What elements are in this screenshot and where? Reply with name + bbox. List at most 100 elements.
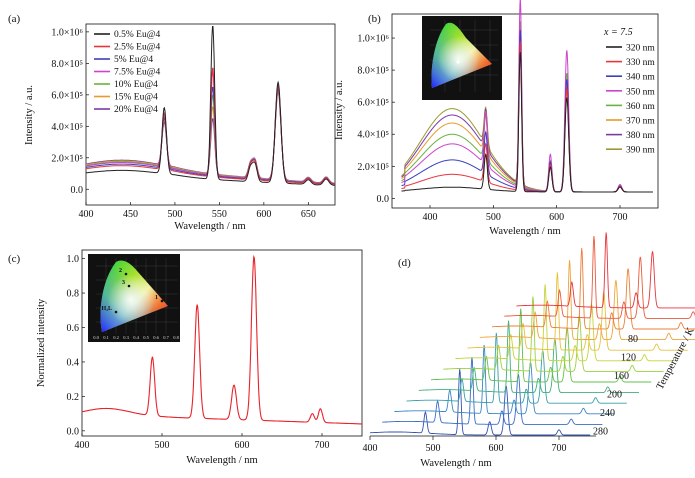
y-tick-label-b: 8.0×10⁵ <box>357 66 389 77</box>
x-axis-label-d: Wavelength / nm <box>420 458 491 469</box>
x-tick-label-a: 650 <box>301 209 316 220</box>
series-line-b <box>401 52 653 193</box>
inset-tick-label: 0.4 <box>133 335 139 340</box>
series-line-d <box>431 308 652 383</box>
y-axis-label-d: Temperature / K <box>655 326 695 392</box>
x-tick-label-b: 600 <box>549 212 564 223</box>
panel-b: 400 500 600 700 0.0 2.0×10⁵ 4.0×10⁵ 6.0×10⁵ 8.0×… <box>334 0 659 237</box>
series-line-d <box>492 248 695 330</box>
plot-frame-a <box>85 23 336 206</box>
x-tick-label-a: 600 <box>256 209 271 220</box>
legend-label-a: 0.5% Eu@4 <box>114 30 160 40</box>
temperature-label: 200 <box>607 390 622 401</box>
y-axis-label-a: Intensity / a.u. <box>24 85 35 145</box>
plot-frame-c <box>81 249 363 437</box>
y-tick-label-a: 4.0×10⁵ <box>51 122 83 133</box>
x-axis-label-a: Wavelength / nm <box>174 221 245 232</box>
cie-point-label: H₂L <box>102 306 112 312</box>
legend-label-b: 330 nm <box>626 58 655 68</box>
panel-a: 400 450 500 550 600 650 0.0 2.0×10⁵ 4.0×10⁵ 6.0×1… <box>24 23 336 232</box>
temperature-label: 160 <box>614 371 629 382</box>
panel-d: 400 500 600 700 80 120 160 200 240 280 Wavelengt… <box>363 232 695 469</box>
cie-point <box>127 284 131 288</box>
legend-label-a: 7.5% Eu@4 <box>114 68 160 78</box>
x-tick-label-d: 700 <box>552 443 567 454</box>
series-line-d <box>370 369 591 436</box>
cie-inset-b <box>422 16 502 100</box>
y-tick-label-b: 6.0×10⁵ <box>357 98 389 109</box>
y-tick-label-a: 0.0 <box>71 185 84 196</box>
series-line-d <box>418 320 639 394</box>
legend-label-b: 360 nm <box>626 102 655 112</box>
cie-point-label: 2 <box>119 268 122 274</box>
temperature-label: 280 <box>593 427 608 438</box>
y-tick-label-c: 0.8 <box>67 289 80 300</box>
panel-label-c: (c) <box>8 253 21 265</box>
inset-tick-label: 0.3 <box>123 335 129 340</box>
series-line-d <box>406 332 627 404</box>
x-tick-label-a: 400 <box>79 209 94 220</box>
inset-tick-label: 0.5 <box>143 335 149 340</box>
y-tick-label-b: 4.0×10⁵ <box>357 130 389 141</box>
series-line-d <box>516 232 695 309</box>
x-tick-label-c: 500 <box>155 440 170 451</box>
legend-label-b: 350 nm <box>626 87 655 97</box>
temperature-label: 120 <box>621 353 636 364</box>
legend-label-a: 5% Eu@4 <box>114 55 153 65</box>
series-line-a <box>86 26 335 186</box>
panel-label-b: (b) <box>368 13 381 25</box>
y-tick-label-c: 0.6 <box>67 323 80 334</box>
x-tick-label-d: 500 <box>426 443 441 454</box>
y-tick-label-b: 0.0 <box>377 194 390 205</box>
series-line-d <box>394 344 615 415</box>
x-tick-label-a: 550 <box>212 209 227 220</box>
y-tick-label-c: 0.4 <box>67 357 80 368</box>
x-tick-label-b: 700 <box>613 212 628 223</box>
x-tick-label-d: 600 <box>489 443 504 454</box>
series-line-c <box>81 254 362 425</box>
series-line-d <box>443 296 664 372</box>
x-tick-label-c: 700 <box>315 440 330 451</box>
y-tick-label-c: 0.2 <box>67 392 80 403</box>
x-tick-label-d: 400 <box>363 443 378 454</box>
cie-inset-c: 0.0 0.1 0.2 0.3 0.4 0.5 0.6 0.7 0.8 1 23 H₂L <box>88 254 180 342</box>
y-tick-label-a: 6.0×10⁵ <box>51 90 83 101</box>
inset-tick-label: 0.0 <box>93 335 99 340</box>
y-tick-label-a: 1.0×10⁶ <box>51 27 83 38</box>
panel-label-a: (a) <box>8 13 21 25</box>
temperature-label: 80 <box>628 334 638 345</box>
plot-frame-b <box>391 13 659 209</box>
x-tick-label-b: 400 <box>423 212 438 223</box>
y-tick-label-a: 2.0×10⁵ <box>51 153 83 164</box>
y-tick-label-b: 1.0×10⁶ <box>357 34 389 45</box>
cie-point-label: 3 <box>122 280 125 286</box>
legend-label-b: 390 nm <box>626 146 655 156</box>
legend-label-a: 15% Eu@4 <box>114 93 158 103</box>
cie-point-label: 1 <box>155 295 158 301</box>
temperature-label: 240 <box>600 408 615 419</box>
inset-tick-label: 0.2 <box>113 335 119 340</box>
inset-tick-label: 0.8 <box>173 335 179 340</box>
legend-label-a: 20% Eu@4 <box>114 105 158 115</box>
x-tick-label-c: 600 <box>235 440 250 451</box>
cie-point <box>114 310 118 314</box>
legend-label-a: 2.5% Eu@4 <box>114 43 160 53</box>
panel-label-d: (d) <box>398 257 411 269</box>
x-tick-label-b: 500 <box>486 212 501 223</box>
legend-label-b: 370 nm <box>626 117 655 127</box>
y-tick-label-c: 0.0 <box>67 426 80 437</box>
series-line-d <box>467 272 688 351</box>
x-tick-label-c: 400 <box>75 440 90 451</box>
inset-tick-label: 0.6 <box>153 335 159 340</box>
y-tick-label-a: 8.0×10⁵ <box>51 59 83 70</box>
x-axis-label-c: Wavelength / nm <box>186 455 257 466</box>
inset-tick-label: 0.7 <box>163 335 169 340</box>
y-tick-label-c: 1.0 <box>67 254 80 265</box>
legend-label-b: 340 nm <box>626 73 655 83</box>
legend-label-b: 380 nm <box>626 131 655 141</box>
cie-point <box>160 299 164 303</box>
panel-c: 400 500 600 700 0.0 0.2 0.4 0.6 0.8 1.0 0.0 0.1 0.2… <box>36 249 363 466</box>
inset-tick-label: 0.1 <box>103 335 109 340</box>
annotation-x: x = 7.5 <box>603 27 633 38</box>
